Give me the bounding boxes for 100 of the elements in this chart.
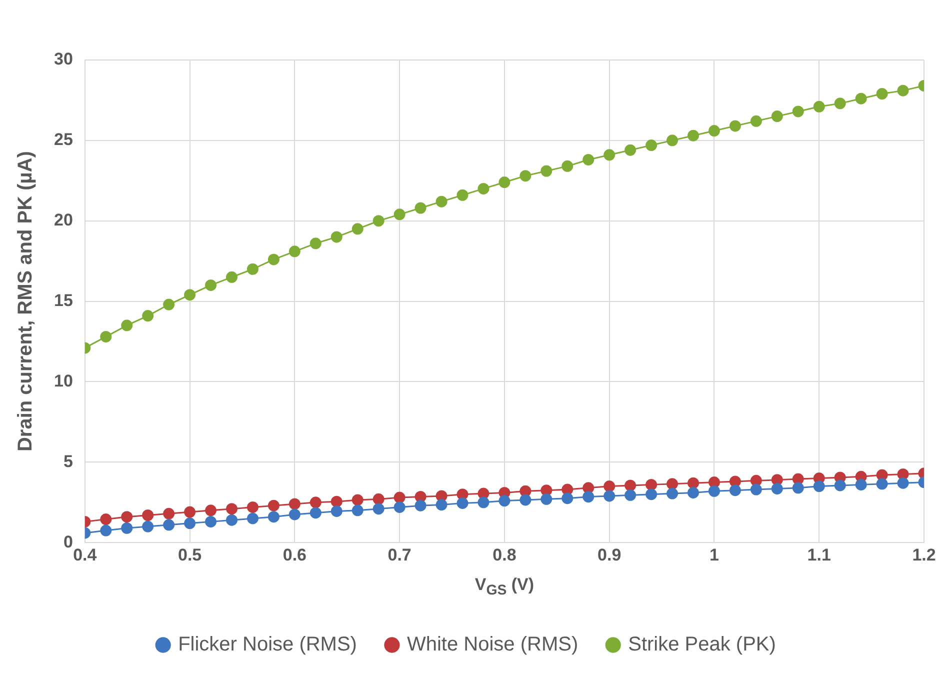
point [288,246,300,258]
point [456,497,468,509]
point [310,496,322,508]
point [520,170,532,182]
point [288,498,300,510]
point [394,208,406,220]
point [729,120,741,132]
y-axis-title: Drain current, RMS and PK (µA) [14,151,37,452]
point [666,478,678,490]
point [666,488,678,500]
point [352,494,364,506]
point [268,500,280,512]
point [540,165,552,177]
point [688,486,699,498]
point [582,154,594,166]
x-tick-label: 1.1 [807,545,831,564]
point [142,510,154,522]
point [498,176,510,188]
point [729,484,741,496]
point [646,488,658,500]
point [897,84,909,96]
point [688,130,699,142]
point [288,508,300,520]
point [100,514,112,526]
point [310,507,322,519]
y-tick-label: 0 [63,532,73,552]
point [855,478,867,490]
point [436,196,448,208]
point [226,514,238,526]
point [708,485,720,497]
point [352,504,364,516]
point [352,223,364,235]
point [876,88,888,100]
x-tick-label: 0.7 [388,545,412,564]
legend-label: White Noise (RMS) [406,634,578,656]
point [562,160,574,172]
y-tick-label: 20 [54,210,73,230]
x-tick-label: 0.8 [492,545,516,564]
point [226,503,238,515]
point [268,511,280,523]
point [708,125,720,137]
x-tick-label: 0.9 [598,545,622,564]
point [330,496,342,508]
point [205,516,217,528]
point [246,501,258,513]
x-tick-label: 1 [709,545,719,564]
point [184,506,196,518]
point [688,477,699,489]
x-tick-label: 1.2 [912,545,936,564]
point [121,522,133,534]
point [646,140,658,152]
point [624,489,636,501]
point [372,493,384,505]
point [750,484,762,496]
point [246,263,258,275]
point [582,491,594,503]
point [142,310,154,322]
point [498,495,510,507]
point [855,92,867,104]
point [163,508,175,520]
point [205,504,217,516]
point [310,238,322,250]
point [121,320,133,332]
x-tick-label: 0.4 [73,545,98,564]
point [771,482,783,494]
point [750,115,762,127]
point [330,505,342,517]
point [813,100,825,112]
point [184,518,196,530]
x-axis-title: V$_{GS}$ (V) [474,575,534,598]
point [646,478,658,490]
point [604,149,616,161]
point [330,231,342,243]
point [394,492,406,504]
x-tick-label: 0.6 [282,545,306,564]
point [414,500,426,512]
point [604,480,616,492]
point [372,503,384,515]
point [666,134,678,146]
point [121,511,133,523]
point [834,98,846,110]
point [100,330,112,342]
point [100,524,112,536]
point [478,496,490,508]
y-tick-label: 10 [54,371,73,390]
point [540,493,552,505]
point [562,492,574,504]
point [792,106,804,118]
y-tick-label: 30 [54,50,73,69]
point [750,474,762,486]
point [813,480,825,492]
point [142,520,154,532]
point [520,494,532,506]
point [624,480,636,492]
point [456,189,468,201]
point [226,271,238,283]
point [834,480,846,492]
point [897,477,909,489]
point [436,499,448,511]
y-tick-label: 5 [63,452,73,471]
